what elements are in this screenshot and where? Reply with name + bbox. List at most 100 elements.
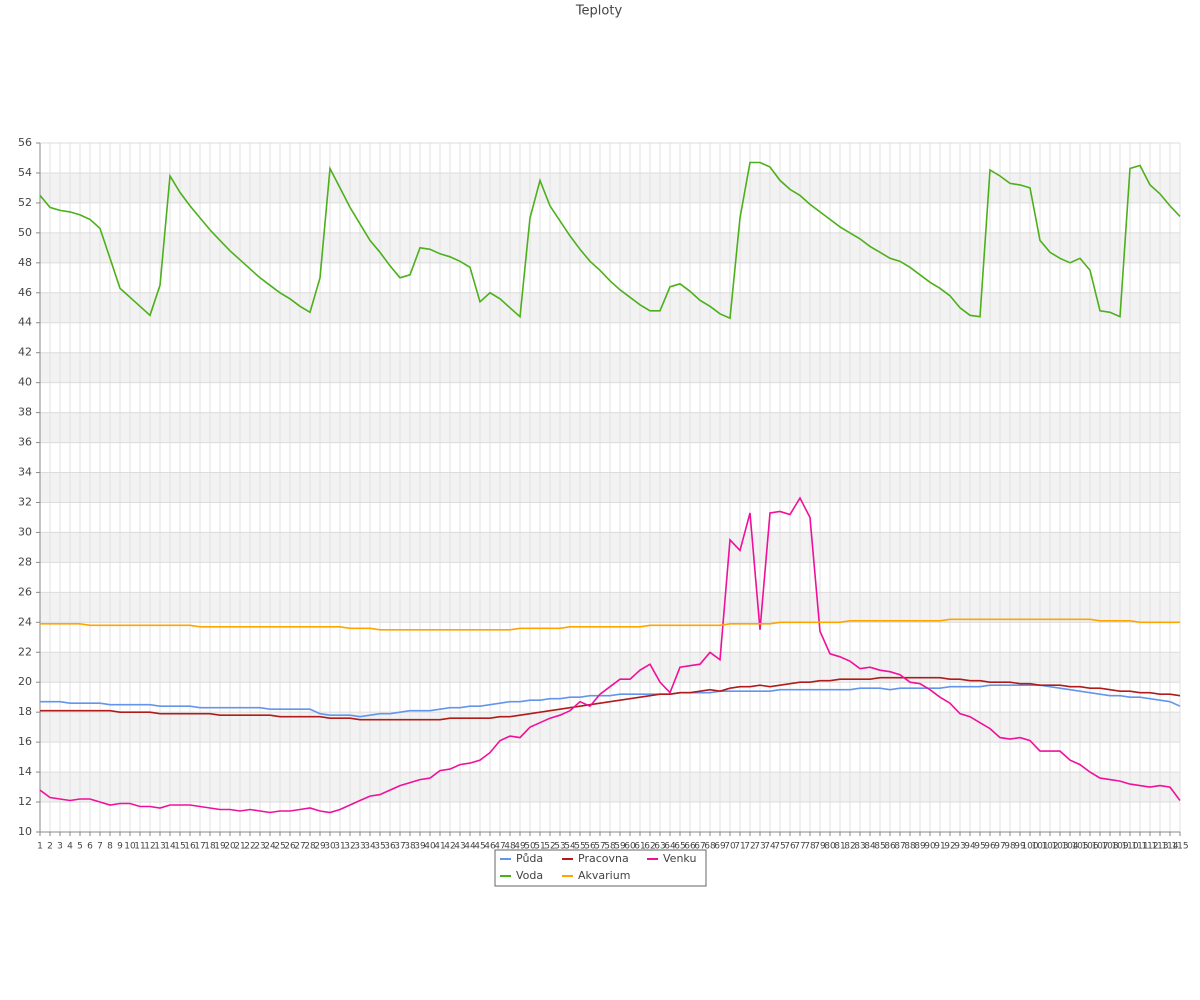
x-tick-label: 92: [944, 842, 955, 852]
x-tick-label: 35: [374, 842, 385, 852]
x-tick-label: 100: [1021, 842, 1038, 852]
x-tick-label: 40: [424, 842, 436, 852]
x-tick-label: 17: [194, 842, 205, 852]
y-tick-label: 20: [18, 675, 32, 688]
x-tick-label: 4: [67, 842, 73, 852]
x-tick-label: 60: [624, 842, 636, 852]
x-tick-label: 34: [364, 842, 376, 852]
x-tick-label: 3: [57, 842, 63, 852]
x-tick-label: 103: [1051, 842, 1068, 852]
x-tick-label: 72: [744, 842, 755, 852]
x-tick-label: 30: [324, 842, 336, 852]
y-tick-label: 10: [18, 825, 32, 838]
x-tick-label: 102: [1041, 842, 1058, 852]
legend-label: Akvarium: [578, 869, 630, 882]
x-tick-label: 97: [994, 842, 1005, 852]
x-tick-label: 51: [534, 842, 545, 852]
x-tick-label: 108: [1101, 842, 1118, 852]
x-tick-label: 58: [604, 842, 616, 852]
x-tick-label: 90: [924, 842, 936, 852]
x-tick-label: 39: [414, 842, 426, 852]
x-tick-label: 89: [914, 842, 926, 852]
x-tick-label: 28: [304, 842, 316, 852]
line-series: [39, 161, 1181, 320]
x-tick-label: 13: [154, 842, 165, 852]
legend-label: Pracovna: [578, 852, 629, 865]
x-tick-label: 63: [654, 842, 665, 852]
legend-label: Venku: [663, 852, 696, 865]
x-tick-label: 7: [97, 842, 103, 852]
x-tick-label: 69: [714, 842, 726, 852]
legend-label: Voda: [516, 869, 543, 882]
x-tick-label: 49: [514, 842, 526, 852]
x-tick-label: 11: [134, 842, 145, 852]
y-tick-label: 18: [18, 705, 32, 718]
x-tick-label: 82: [844, 842, 855, 852]
x-tick-label: 43: [454, 842, 465, 852]
x-tick-label: 12: [144, 842, 155, 852]
x-tick-label: 52: [544, 842, 555, 852]
x-tick-label: 111: [1131, 842, 1148, 852]
x-tick-label: 54: [564, 842, 576, 852]
x-tick-label: 96: [984, 842, 996, 852]
line-series: [40, 618, 1180, 631]
x-tick-label: 67: [694, 842, 705, 852]
x-tick-label: 107: [1091, 842, 1108, 852]
x-tick-label: 110: [1121, 842, 1138, 852]
y-tick-label: 44: [18, 316, 32, 329]
x-tick-label: 50: [524, 842, 536, 852]
x-tick-label: 23: [254, 842, 265, 852]
y-tick-label: 32: [18, 495, 32, 508]
x-tick-label: 74: [764, 842, 776, 852]
x-tick-label: 93: [954, 842, 965, 852]
x-tick-label: 80: [824, 842, 836, 852]
y-tick-label: 52: [18, 196, 32, 209]
x-tick-label: 83: [854, 842, 865, 852]
x-tick-label: 32: [344, 842, 355, 852]
x-tick-label: 84: [864, 842, 876, 852]
legend-box: [494, 849, 707, 887]
x-tick-label: 10: [124, 842, 136, 852]
x-tick-label: 31: [334, 842, 345, 852]
x-tick-label: 53: [554, 842, 565, 852]
x-tick-label: 77: [794, 842, 805, 852]
x-tick-label: 88: [904, 842, 916, 852]
x-tick-label: 79: [814, 842, 826, 852]
x-tick-label: 18: [204, 842, 216, 852]
y-tick-label: 24: [18, 615, 32, 628]
x-tick-label: 55: [574, 842, 585, 852]
x-tick-label: 68: [704, 842, 716, 852]
line-series: [40, 676, 1181, 721]
y-tick-label: 42: [18, 346, 32, 359]
x-tick-label: 8: [107, 842, 113, 852]
y-tick-label: 48: [18, 256, 32, 269]
x-tick-label: 48: [504, 842, 516, 852]
x-tick-label: 104: [1061, 842, 1078, 852]
y-tick-label: 36: [18, 436, 32, 449]
y-tick-label: 40: [18, 376, 32, 389]
x-tick-label: 25: [274, 842, 285, 852]
x-tick-label: 115: [1171, 842, 1188, 852]
x-tick-label: 71: [734, 842, 745, 852]
x-tick-label: 6: [87, 842, 93, 852]
x-tick-label: 101: [1031, 842, 1048, 852]
x-tick-label: 20: [224, 842, 236, 852]
x-tick-label: 42: [444, 842, 455, 852]
x-tick-label: 98: [1004, 842, 1016, 852]
y-tick-label: 22: [18, 645, 32, 658]
x-tick-label: 56: [584, 842, 596, 852]
x-tick-label: 37: [394, 842, 405, 852]
y-tick-label: 30: [18, 525, 32, 538]
x-tick-label: 45: [474, 842, 485, 852]
x-tick-label: 76: [784, 842, 796, 852]
legend-label: Půda: [516, 852, 543, 865]
x-tick-label: 91: [934, 842, 945, 852]
x-tick-label: 1: [37, 842, 43, 852]
x-tick-label: 112: [1141, 842, 1158, 852]
x-tick-label: 47: [494, 842, 505, 852]
y-tick-label: 28: [18, 555, 32, 568]
x-tick-label: 75: [774, 842, 785, 852]
x-tick-label: 106: [1081, 842, 1098, 852]
x-tick-label: 85: [874, 842, 885, 852]
x-tick-label: 41: [434, 842, 445, 852]
